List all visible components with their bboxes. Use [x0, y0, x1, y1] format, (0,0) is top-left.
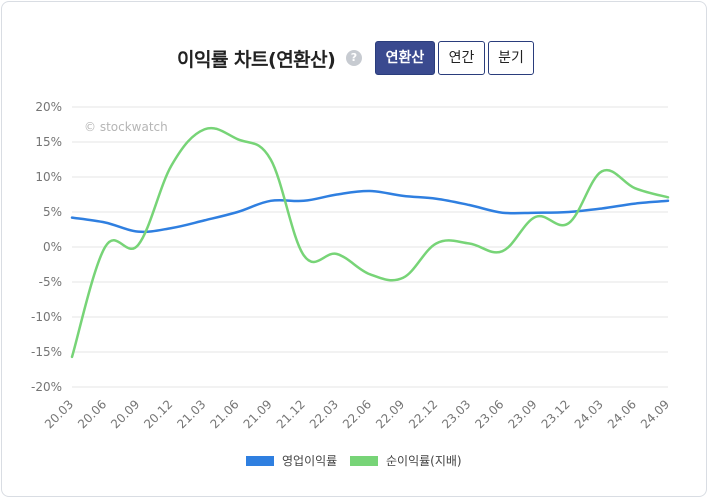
x-tick-label: 20.03 — [42, 397, 76, 431]
x-tick-label: 21.12 — [274, 397, 308, 431]
y-axis-ticks: 20% 15% 10% 5% 0% -5% -10% -15% -20% — [31, 100, 62, 394]
chart-header: 이익률 차트(연환산) ? 연환산 연간 분기 — [0, 40, 710, 76]
y-tick-label: 10% — [35, 170, 62, 184]
x-tick-label: 21.09 — [241, 397, 275, 431]
tab-annualized[interactable]: 연환산 — [375, 41, 435, 75]
x-tick-label: 20.12 — [141, 397, 175, 431]
x-axis-ticks: 20.0320.0620.0920.1221.0321.0621.0921.12… — [42, 397, 672, 431]
legend-label-operating: 영업이익률 — [282, 454, 338, 468]
x-tick-label: 23.06 — [472, 397, 506, 431]
grid-lines — [72, 106, 668, 388]
series-line-net-margin — [70, 126, 670, 359]
y-tick-label: -20% — [31, 380, 62, 394]
x-tick-label: 24.03 — [572, 397, 606, 431]
y-tick-label: 20% — [35, 100, 62, 114]
y-tick-label: 15% — [35, 135, 62, 149]
chart-title: 이익률 차트(연환산) — [177, 49, 336, 71]
x-tick-label: 22.09 — [373, 397, 407, 431]
x-tick-label: 24.09 — [638, 397, 672, 431]
legend-label-net: 순이익률(지배) — [386, 454, 462, 468]
x-tick-label: 21.03 — [174, 397, 208, 431]
x-tick-label: 20.06 — [75, 397, 109, 431]
y-tick-label: -10% — [31, 310, 62, 324]
series-lines — [70, 126, 670, 359]
x-tick-label: 23.09 — [505, 397, 539, 431]
y-tick-label: 0% — [43, 240, 62, 254]
x-tick-label: 21.06 — [207, 397, 241, 431]
x-tick-label: 24.06 — [605, 397, 639, 431]
x-tick-label: 22.06 — [340, 397, 374, 431]
watermark: © stockwatch — [84, 120, 168, 134]
x-tick-label: 20.09 — [108, 397, 142, 431]
x-tick-label: 23.03 — [439, 397, 473, 431]
legend-item-operating-margin[interactable]: 영업이익률 — [246, 452, 337, 469]
series-line-operating-margin — [70, 189, 670, 234]
help-icon[interactable]: ? — [346, 50, 362, 66]
y-tick-label: 5% — [43, 205, 62, 219]
legend: 영업이익률 순이익률(지배) — [0, 452, 710, 470]
x-tick-label: 23.12 — [539, 397, 573, 431]
legend-swatch-operating — [246, 455, 274, 466]
tab-quarterly[interactable]: 분기 — [488, 41, 534, 75]
x-tick-label: 22.03 — [307, 397, 341, 431]
y-tick-label: -15% — [31, 345, 62, 359]
y-tick-label: -5% — [39, 275, 62, 289]
legend-swatch-net — [350, 455, 378, 466]
x-tick-label: 22.12 — [406, 397, 440, 431]
tab-annual[interactable]: 연간 — [438, 41, 485, 75]
legend-item-net-margin[interactable]: 순이익률(지배) — [350, 452, 462, 469]
